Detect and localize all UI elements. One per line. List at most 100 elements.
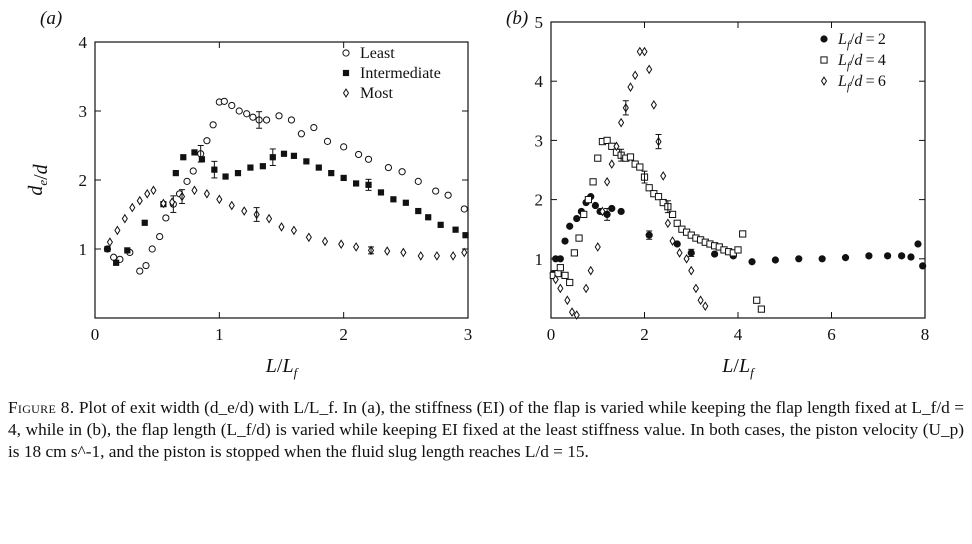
data-point xyxy=(603,136,611,145)
series xyxy=(106,185,468,261)
data-point xyxy=(172,170,179,177)
x-tick-label: 2 xyxy=(339,325,348,344)
data-point xyxy=(618,117,625,128)
series xyxy=(549,193,927,278)
y-tick-label: 2 xyxy=(535,191,544,210)
series xyxy=(103,97,468,275)
x-axis-label: L/Lf xyxy=(265,355,300,380)
legend-marker xyxy=(342,49,350,57)
legend-marker xyxy=(342,88,350,98)
data-point xyxy=(353,180,360,187)
data-point xyxy=(114,225,121,236)
x-axis-label: L/Lf xyxy=(721,355,756,380)
data-point xyxy=(113,259,120,266)
data-point xyxy=(437,221,444,228)
data-point xyxy=(865,252,873,260)
data-point xyxy=(668,210,677,219)
data-point xyxy=(280,150,288,157)
data-point xyxy=(321,236,329,247)
data-point xyxy=(110,253,118,261)
y-tick-label: 4 xyxy=(535,72,544,91)
data-point xyxy=(702,301,709,311)
data-point xyxy=(566,222,574,230)
data-point xyxy=(818,255,826,263)
data-point xyxy=(310,123,318,132)
data-point xyxy=(748,258,756,266)
legend-label: Lf/d = 4 xyxy=(837,52,886,72)
data-point xyxy=(654,193,663,201)
data-point xyxy=(144,188,151,199)
y-tick-label: 3 xyxy=(79,102,88,121)
data-point xyxy=(841,254,850,262)
data-point xyxy=(627,82,634,92)
data-point xyxy=(398,168,406,176)
data-point xyxy=(664,218,671,229)
data-point xyxy=(156,232,164,241)
data-point xyxy=(265,213,273,224)
caption-text: Plot of exit width (d_e/d) with L/L_f. I… xyxy=(8,398,964,461)
data-point xyxy=(189,167,197,175)
series xyxy=(104,148,469,266)
data-point xyxy=(228,200,235,211)
data-point xyxy=(162,214,170,222)
legend-label: Lf/d = 2 xyxy=(837,31,886,51)
data-point xyxy=(275,112,283,120)
panel-label: (b) xyxy=(506,8,528,29)
data-point xyxy=(594,242,601,252)
data-point xyxy=(739,230,747,238)
data-point xyxy=(564,295,571,306)
data-point xyxy=(234,170,242,177)
data-point xyxy=(364,155,373,163)
data-point xyxy=(390,196,397,203)
y-axis-label: de/d xyxy=(25,163,52,195)
data-point xyxy=(198,156,206,163)
data-point xyxy=(589,178,597,186)
data-point xyxy=(106,237,113,247)
data-point xyxy=(243,110,251,118)
legend-label: Lf/d = 6 xyxy=(837,73,886,93)
data-point xyxy=(753,296,761,304)
data-point xyxy=(561,237,569,245)
legend-label: Least xyxy=(360,45,395,62)
data-point xyxy=(287,116,296,124)
data-point xyxy=(636,46,643,57)
data-point xyxy=(262,116,271,124)
data-point xyxy=(636,163,644,171)
data-point xyxy=(566,278,574,287)
data-point xyxy=(432,187,440,195)
panel-b: (b) 0 2 4 6 8 1 2 3 4 5 L/Lf Lf/d = 2Lf/d = 4Lf/d = … xyxy=(506,8,929,380)
y-tick-label: 1 xyxy=(535,250,544,269)
data-point xyxy=(136,195,143,206)
x-tick-label: 3 xyxy=(464,325,473,344)
data-point xyxy=(898,252,906,260)
data-point xyxy=(660,171,667,181)
data-point xyxy=(626,153,635,161)
legend-marker xyxy=(342,69,350,77)
y-tick-label: 3 xyxy=(535,131,544,150)
y-tick-label: 4 xyxy=(79,33,88,52)
data-point xyxy=(907,253,915,261)
data-point xyxy=(323,137,332,145)
data-point xyxy=(169,197,176,207)
data-point xyxy=(914,240,922,248)
data-point xyxy=(669,236,676,246)
x-tick-label: 4 xyxy=(734,325,743,344)
data-point xyxy=(450,251,457,261)
panel-a: (a) 0 1 2 3 1 2 3 4 L/Lf de/d Least Intermediate Most xyxy=(25,8,472,380)
x-tick-label: 0 xyxy=(547,325,556,344)
data-point xyxy=(692,283,699,294)
y-tick-label: 2 xyxy=(79,171,88,190)
figure-caption: Figure 8. Plot of exit width (d_e/d) wit… xyxy=(8,397,964,463)
data-point xyxy=(402,199,409,206)
data-point xyxy=(216,194,223,205)
data-point xyxy=(222,173,229,180)
data-point xyxy=(613,141,620,152)
data-point xyxy=(328,170,335,177)
data-point xyxy=(570,249,578,257)
data-point xyxy=(650,100,657,110)
data-point xyxy=(180,154,187,161)
data-point xyxy=(587,265,594,276)
data-point xyxy=(645,184,653,192)
data-point xyxy=(203,137,211,145)
data-point xyxy=(235,107,243,115)
